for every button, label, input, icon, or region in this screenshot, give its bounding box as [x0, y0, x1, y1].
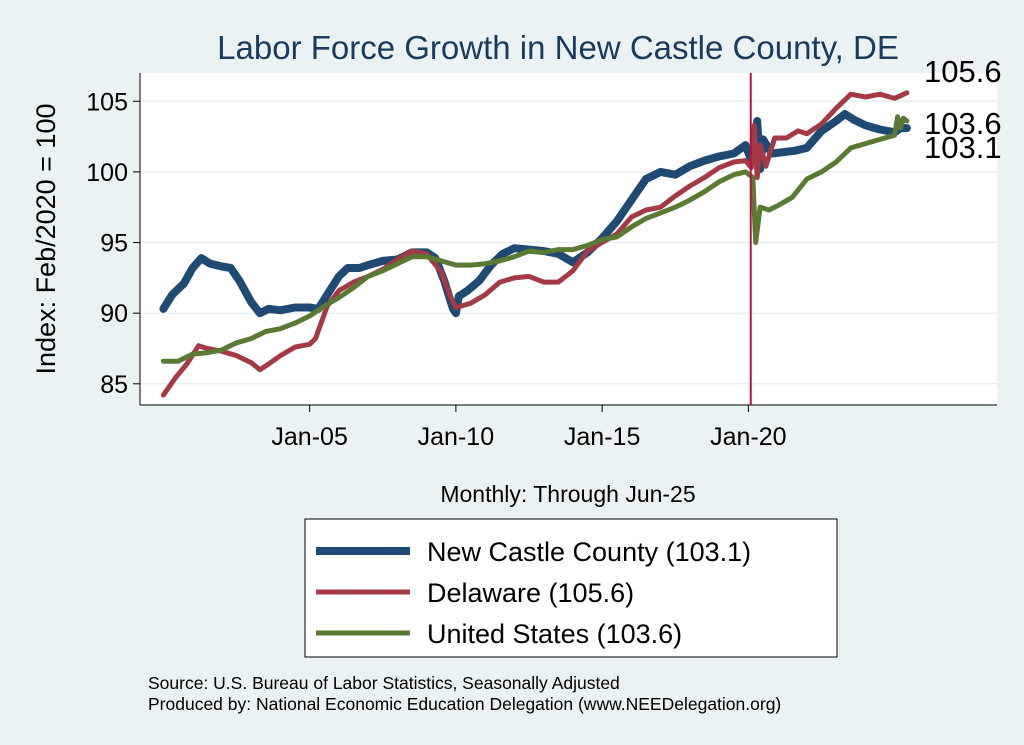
x-axis-label: Monthly: Through Jun-25: [440, 481, 695, 507]
series-line-new-castle-county: [159, 110, 911, 318]
y-tick-label: 105: [86, 88, 128, 116]
producer-note: Produced by: National Economic Education…: [148, 694, 781, 714]
legend-label: Delaware (105.6): [427, 578, 634, 608]
series-line-united-states: [160, 114, 910, 364]
series-line-delaware: [160, 90, 910, 398]
legend: New Castle County (103.1) Delaware (105.6…: [304, 518, 838, 658]
source-note: Source: U.S. Bureau of Labor Statistics,…: [148, 673, 620, 693]
x-tick-label: Jan-05: [271, 423, 347, 451]
end-label: 103.1: [924, 130, 1002, 165]
end-label: 103.6: [924, 106, 1002, 141]
y-tick-label: 95: [100, 230, 128, 258]
y-tick-label: 100: [86, 159, 128, 187]
chart-title: Labor Force Growth in New Castle County,…: [217, 29, 899, 66]
y-axis-label: Index: Feb/2020 = 100: [31, 104, 61, 375]
y-tick-label: 85: [100, 371, 128, 399]
series-lines: [159, 90, 911, 398]
x-tick-label: Jan-15: [564, 423, 640, 451]
x-tick-label: Jan-10: [418, 423, 494, 451]
plot-area: [140, 73, 997, 405]
end-label: 105.6: [924, 54, 1002, 89]
x-axis-ticks: Jan-05 Jan-10 Jan-15 Jan-20: [271, 405, 787, 451]
y-tick-label: 90: [100, 300, 128, 328]
legend-label: New Castle County (103.1): [427, 537, 751, 567]
x-tick-label: Jan-20: [710, 423, 786, 451]
y-axis-ticks: 85 90 95 100 105: [86, 88, 140, 399]
legend-label: United States (103.6): [427, 619, 682, 649]
